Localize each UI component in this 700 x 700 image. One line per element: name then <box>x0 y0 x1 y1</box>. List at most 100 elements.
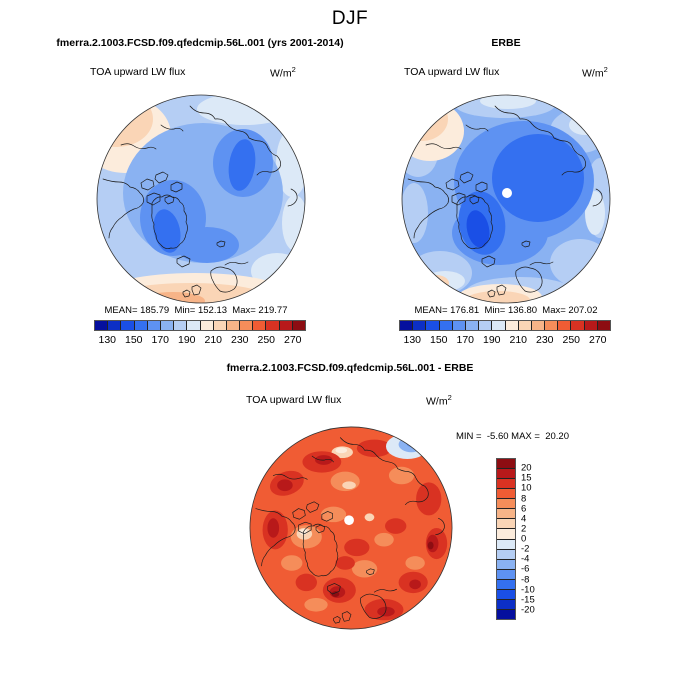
diff-field-label: TOA upward LW flux <box>246 394 342 406</box>
colorbar-cell <box>95 321 109 330</box>
colorbar-cell <box>226 321 241 330</box>
colorbar-cell <box>545 321 559 330</box>
colorbar-tick-label: 170 <box>456 334 475 346</box>
model-map <box>96 94 306 304</box>
obs-map-field <box>402 95 610 303</box>
colorbar-cell <box>253 321 267 330</box>
colorbar-cell <box>497 519 515 530</box>
diff-map <box>249 426 453 630</box>
colorbar-cell <box>497 549 515 560</box>
colorbar-tick-label: 250 <box>257 334 276 346</box>
colorbar-tick-label: 2 <box>521 523 527 535</box>
colorbar-cell <box>497 609 515 619</box>
model-units-base: W/m <box>270 67 292 80</box>
diff-map-outline <box>249 426 453 630</box>
figure-title: DJF <box>331 8 369 29</box>
colorbar-tick-label: 250 <box>562 334 581 346</box>
obs-colorbar <box>399 320 611 331</box>
colorbar-cell <box>413 321 427 330</box>
model-map-field <box>97 95 305 303</box>
colorbar-cell <box>479 321 493 330</box>
diff-units-label: W/m2 <box>426 393 452 408</box>
colorbar-cell <box>279 321 293 330</box>
colorbar-cell <box>584 321 598 330</box>
colorbar-cell <box>439 321 453 330</box>
colorbar-tick-label: 130 <box>98 334 117 346</box>
model-units-label: W/m2 <box>270 65 296 80</box>
colorbar-cell <box>400 321 414 330</box>
colorbar-cell <box>571 321 585 330</box>
colorbar-cell <box>108 321 122 330</box>
diff-colorbar <box>496 458 516 620</box>
obs-stats: MEAN= 176.81 Min= 136.80 Max= 207.02 <box>414 305 598 316</box>
colorbar-tick-label: 6 <box>521 503 527 515</box>
pole-missing-data-dot <box>344 515 354 526</box>
colorbar-cell <box>452 321 466 330</box>
colorbar-tick-label: 190 <box>482 334 501 346</box>
pole-missing-data-dot <box>502 188 512 198</box>
obs-units-exponent: 2 <box>603 65 608 74</box>
colorbar-cell <box>465 321 480 330</box>
obs-units-label: W/m2 <box>582 65 608 80</box>
colorbar-cell <box>240 321 254 330</box>
colorbar-cell <box>266 321 280 330</box>
colorbar-cell <box>134 321 148 330</box>
model-colorbar-ticks: 130 150 170 190 210 230 250 270 <box>94 334 306 347</box>
obs-colorbar-ticks: 130 150 170 190 210 230 250 270 <box>399 334 611 347</box>
colorbar-cell <box>497 579 515 590</box>
colorbar-tick-label: -10 <box>521 584 535 596</box>
colorbar-cell <box>174 321 188 330</box>
colorbar-tick-label: -2 <box>521 543 530 555</box>
model-field-label: TOA upward LW flux <box>90 66 186 78</box>
colorbar-tick-label: 4 <box>521 513 527 525</box>
colorbar-cell <box>497 529 515 540</box>
colorbar-cell <box>160 321 175 330</box>
model-panel-header: fmerra.2.1003.FCSD.f09.qfedcmip.56L.001 … <box>56 37 344 49</box>
colorbar-tick-label: 210 <box>204 334 223 346</box>
colorbar-tick-label: 230 <box>535 334 554 346</box>
colorbar-cell <box>147 321 161 330</box>
colorbar-cell <box>426 321 440 330</box>
diff-panel-header: fmerra.2.1003.FCSD.f09.qfedcmip.56L.001 … <box>226 362 474 374</box>
colorbar-cell <box>187 321 201 330</box>
obs-field-label: TOA upward LW flux <box>404 66 500 78</box>
colorbar-cell <box>497 559 515 570</box>
colorbar-tick-label: -20 <box>521 604 535 616</box>
diff-units-base: W/m <box>426 395 448 408</box>
colorbar-tick-label: -4 <box>521 553 530 565</box>
colorbar-cell <box>200 321 214 330</box>
colorbar-tick-label: 270 <box>283 334 302 346</box>
colorbar-cell <box>497 539 515 550</box>
colorbar-tick-label: 150 <box>429 334 448 346</box>
colorbar-tick-label: 190 <box>177 334 196 346</box>
obs-map-outline <box>401 94 611 304</box>
diff-units-exponent: 2 <box>447 393 452 402</box>
colorbar-tick-label: 170 <box>151 334 170 346</box>
colorbar-cell <box>497 599 515 610</box>
colorbar-cell <box>531 321 546 330</box>
diff-minmax: MIN = -5.60 MAX = 20.20 <box>456 431 569 442</box>
colorbar-tick-label: 20 <box>521 462 532 474</box>
colorbar-tick-label: 8 <box>521 493 527 504</box>
colorbar-tick-label: 10 <box>521 482 532 494</box>
colorbar-tick-label: 230 <box>230 334 249 346</box>
obs-map <box>401 94 611 304</box>
colorbar-cell <box>497 489 515 500</box>
colorbar-tick-label: -8 <box>521 574 530 585</box>
colorbar-tick-label: -15 <box>521 594 535 606</box>
diff-colorbar-ticks: 20 15 10 8 6 4 2 0 -2 -4 -6 -8 -10 -15 -20 <box>521 458 551 620</box>
colorbar-tick-label: 130 <box>403 334 422 346</box>
colorbar-cell <box>497 569 515 580</box>
colorbar-cell <box>497 589 515 600</box>
colorbar-cell <box>505 321 519 330</box>
colorbar-cell <box>497 499 515 510</box>
obs-panel-header: ERBE <box>491 37 521 49</box>
colorbar-cell <box>492 321 506 330</box>
colorbar-tick-label: 150 <box>124 334 143 346</box>
model-map-outline <box>96 94 306 304</box>
colorbar-cell <box>497 459 515 470</box>
colorbar-cell <box>497 479 515 490</box>
model-colorbar <box>94 320 306 331</box>
colorbar-tick-label: 0 <box>521 533 527 545</box>
